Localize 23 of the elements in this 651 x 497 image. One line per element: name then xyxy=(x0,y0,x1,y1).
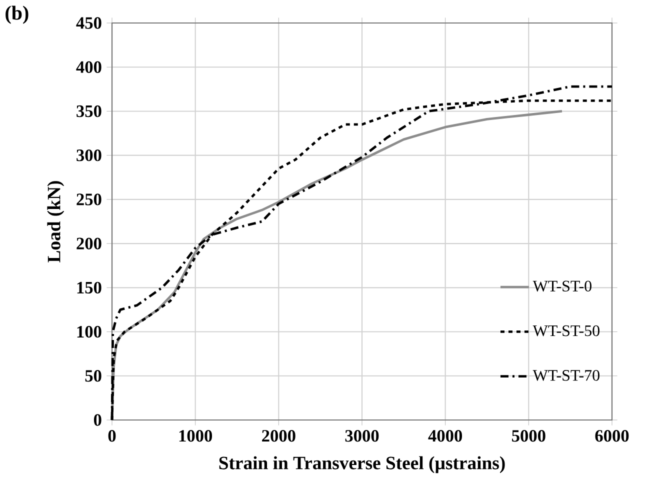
y-tick-label: 250 xyxy=(76,194,102,206)
x-tick-label: 3000 xyxy=(345,430,379,442)
y-tick-label: 350 xyxy=(76,105,102,118)
x-tick-label: 6000 xyxy=(595,430,629,442)
y-tick-label: 150 xyxy=(77,282,102,294)
text: (b) xyxy=(6,6,28,24)
x-tick-label: 0 xyxy=(108,430,116,442)
y-tick-label: 300 xyxy=(76,149,102,162)
x-tick-label: 4000 xyxy=(428,430,462,442)
y-tick-label: 450 xyxy=(76,17,102,29)
y-tick-label: 200 xyxy=(76,238,102,250)
x-tick-label: 1000 xyxy=(179,430,212,442)
x-tick-label: 5000 xyxy=(512,430,546,442)
legend-label: WT-ST-50 xyxy=(532,325,600,336)
legend-label: WT-ST-0 xyxy=(532,280,592,292)
y-tick-label: 50 xyxy=(85,370,102,382)
y-tick-label: 400 xyxy=(76,61,102,73)
x-tick-label: 2000 xyxy=(262,430,296,442)
y-axis-title: Load (kN) xyxy=(47,181,64,262)
y-tick-label: 0 xyxy=(94,414,102,426)
y-tick-label: 100 xyxy=(77,326,102,338)
x-axis-title: Strain in Transverse Steel (µstrains) xyxy=(219,456,505,474)
legend-label: WT-ST-70 xyxy=(532,370,600,381)
